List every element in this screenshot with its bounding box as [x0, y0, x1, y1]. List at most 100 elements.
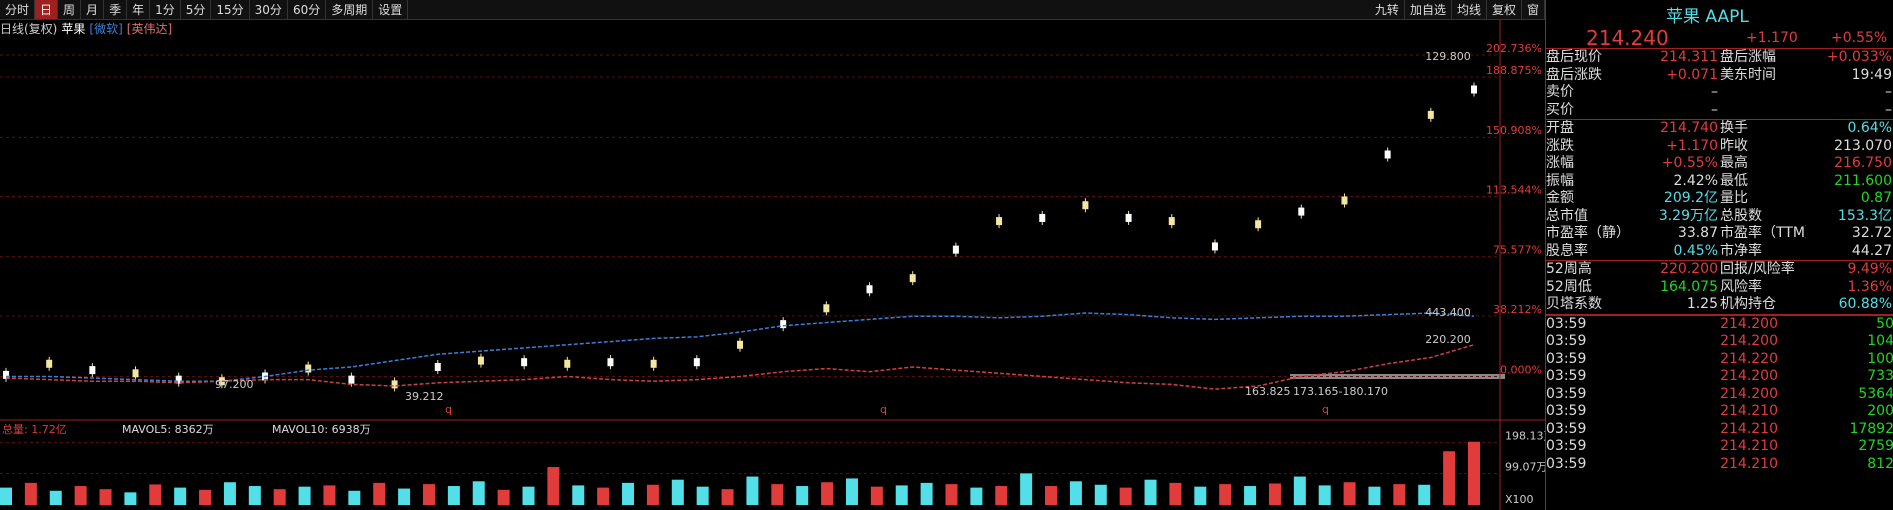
quote-row: 总市值 3.29万亿 总股数 153.3亿: [1546, 208, 1893, 226]
trade-cell: 03:59: [1546, 455, 1587, 472]
volume-header: MAVOL5: 8362万: [122, 423, 214, 436]
quote-row: 金额 209.2亿 量比 0.87: [1546, 190, 1893, 208]
quote-cell: 涨跌: [1546, 137, 1574, 154]
trade-row: 03:59 214.210 17892: [1546, 421, 1893, 439]
toolbar-button[interactable]: 周: [58, 0, 82, 19]
quote-cell: 最低: [1720, 172, 1748, 189]
volume-bar: [422, 484, 435, 505]
quote-cell: 209.2亿: [1663, 190, 1718, 206]
toolbar-button[interactable]: 窗: [1522, 0, 1545, 19]
quote-cell: 0.45%: [1673, 242, 1718, 259]
volume-bar: [870, 486, 883, 505]
candle: [1125, 213, 1132, 222]
quote-cell: 1.36%: [1847, 278, 1892, 295]
trade-row: 03:59 214.200 733: [1546, 368, 1893, 386]
annotation: q: [1322, 403, 1329, 416]
volume-bar: [721, 489, 734, 505]
quote-cell: 211.600: [1834, 172, 1892, 189]
quote-row: 贝塔系数 1.25 机构持仓 60.88%: [1546, 296, 1893, 315]
trade-cell: 2759: [1858, 438, 1893, 454]
toolbar-button[interactable]: 15分: [211, 0, 250, 19]
quote-row: 52周高 220.200 回报/风险率 9.49%: [1546, 261, 1893, 279]
toolbar-button[interactable]: 30分: [250, 0, 288, 19]
toolbar-button[interactable]: 季: [104, 0, 128, 19]
quote-cell: 44.27: [1851, 242, 1892, 259]
quote-change: +1.170: [1746, 30, 1798, 46]
volume-bar: [995, 486, 1008, 505]
volume-bar: [771, 484, 784, 505]
volume-bar: [323, 485, 336, 505]
volume-bar: [696, 486, 709, 505]
chart-header: 日线(复权) 苹果 [微软] [英伟达]: [0, 20, 176, 37]
quote-row: 股息率 0.45% 市净率 44.27: [1546, 242, 1893, 261]
trade-row: 03:59 214.210 2759: [1546, 438, 1893, 456]
toolbar-button[interactable]: 5分: [181, 0, 212, 19]
quote-cell: 盘后涨跌: [1546, 66, 1602, 83]
toolbar-button[interactable]: 九转: [1370, 0, 1405, 19]
quote-row: 盘后现价 214.311 盘后涨幅 +0.033%: [1546, 49, 1893, 67]
quote-cell: 市盈率（静）: [1546, 225, 1630, 241]
y-tick-label: 75.577%: [1493, 244, 1542, 257]
toolbar-button[interactable]: 均线: [1452, 0, 1487, 19]
quote-cell: 164.075: [1660, 278, 1718, 295]
volume-bar: [945, 484, 958, 505]
trade-cell: 200: [1867, 403, 1893, 419]
quote-cell: –: [1885, 84, 1892, 100]
candle: [693, 358, 700, 367]
trade-cell: 03:59: [1546, 368, 1587, 384]
volume-bar: [821, 482, 834, 505]
toolbar-button[interactable]: 复权: [1487, 0, 1522, 19]
toolbar-button[interactable]: 1分: [150, 0, 181, 19]
volume-bar: [74, 486, 87, 505]
candle: [132, 369, 139, 378]
quote-cell: 3.29万亿: [1658, 207, 1718, 224]
quote-cell: 19:49: [1851, 66, 1892, 83]
candle: [909, 274, 916, 283]
trade-cell: 214.210: [1720, 455, 1778, 472]
annotation: 220.200: [1425, 333, 1471, 346]
quote-cell: 总股数: [1720, 207, 1762, 224]
quote-cell: 盘后现价: [1546, 49, 1602, 65]
toolbar-button[interactable]: 多周期: [326, 0, 374, 19]
toolbar-button[interactable]: 月: [81, 0, 105, 19]
toolbar-button[interactable]: 年: [127, 0, 151, 19]
volume-bar: [1468, 441, 1480, 505]
volume-bar: [597, 487, 610, 505]
trade-cell: 03:59: [1546, 438, 1587, 454]
y-tick-label: 113.544%: [1486, 183, 1542, 196]
volume-bar: [174, 487, 187, 505]
toolbar-button[interactable]: 设置: [373, 0, 409, 19]
volume-bar: [1418, 484, 1431, 505]
trade-row: 03:59 214.200 50: [1546, 316, 1893, 334]
toolbar-button[interactable]: 60分: [288, 0, 327, 19]
toolbar-button[interactable]: 日: [35, 0, 59, 19]
volume-bar: [149, 484, 162, 505]
volume-bar: [1293, 476, 1306, 505]
candle: [952, 245, 959, 254]
quote-cell: 32.72: [1851, 225, 1892, 241]
quote-cell: 股息率: [1546, 242, 1588, 259]
toolbar-button[interactable]: 分时: [0, 0, 36, 19]
candle: [1168, 217, 1175, 226]
volume-bar: [1020, 473, 1033, 505]
chart-header-item: 日线(复权): [0, 22, 58, 36]
trade-cell: 214.200: [1720, 315, 1778, 332]
toolbar: 分时日周月季年 1分 5分 15分 30分 60分 多周期 设置 九转 加自选 均线 复权窗: [0, 0, 1545, 20]
candle: [175, 375, 182, 384]
candle: [650, 359, 657, 368]
trade-cell: 214.210: [1720, 438, 1778, 454]
candle: [46, 359, 53, 368]
quote-name: 苹果 AAPL: [1666, 7, 1749, 27]
volume-bar: [223, 482, 236, 505]
volume-bar: [895, 485, 908, 505]
quote-price: 214.240: [1586, 26, 1669, 50]
quote-cell: +1.170: [1666, 137, 1718, 154]
volume-bar: [746, 476, 759, 505]
chart-header-item: [微软]: [89, 22, 123, 36]
volume-bar: [99, 489, 112, 505]
toolbar-button[interactable]: 加自选: [1405, 0, 1452, 19]
volume-bar: [1219, 484, 1232, 505]
trade-row: 03:59 214.200 5364: [1546, 386, 1893, 404]
annotation: 97.200: [215, 378, 254, 391]
quote-cell: 33.87: [1677, 225, 1718, 241]
